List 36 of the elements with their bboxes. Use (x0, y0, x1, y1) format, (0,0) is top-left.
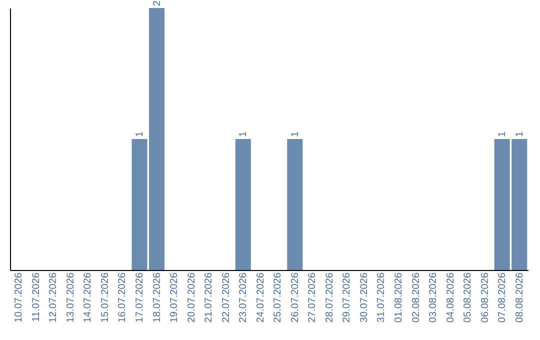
x-tick-label: 25.07.2026 (272, 272, 284, 323)
x-tick-label: 23.07.2026 (238, 272, 250, 323)
x-tick-label: 06.08.2026 (480, 272, 491, 323)
x-tick-label: 29.07.2026 (342, 272, 353, 323)
data-label: 1 (134, 131, 146, 137)
x-tick-label: 10.07.2026 (14, 272, 25, 323)
x-tick-label: 08.08.2026 (514, 272, 526, 323)
x-tick-label: 02.08.2026 (410, 272, 422, 323)
x-tick-label: 20.07.2026 (186, 272, 198, 323)
x-tick-label: 19.07.2026 (169, 272, 180, 323)
x-tick-label: 11.07.2026 (30, 272, 42, 322)
x-tick-label: 21.07.2026 (204, 272, 215, 323)
x-tick-label: 18.07.2026 (152, 272, 163, 323)
data-label: 1 (290, 131, 301, 137)
x-tick-label: 31.07.2026 (376, 272, 388, 323)
x-tick-label: 14.07.2026 (82, 272, 94, 323)
data-label: 1 (497, 131, 508, 137)
x-tick-label: 22.07.2026 (220, 272, 232, 323)
data-label: 1 (238, 131, 250, 137)
x-tick-label: 27.07.2026 (307, 272, 318, 323)
x-tick-label: 01.08.2026 (394, 272, 404, 323)
x-tick-label: 04.08.2026 (445, 272, 456, 323)
x-tick-label: 30.07.2026 (358, 272, 370, 323)
x-tick-label: 13.07.2026 (65, 272, 76, 323)
x-tick-label: 17.07.2026 (134, 272, 146, 323)
data-label: 1 (514, 131, 526, 137)
x-tick-label: 15.07.2026 (100, 272, 111, 323)
x-tick-label: 26.07.2026 (290, 272, 301, 323)
x-tick-label: 05.08.2026 (462, 272, 474, 323)
x-tick-label: 12.07.2026 (48, 272, 60, 323)
x-tick-label: 24.07.2026 (255, 272, 266, 323)
x-tick-label: 16.07.2026 (117, 272, 128, 323)
x-tick-label: 03.08.2026 (428, 272, 440, 323)
x-tick-label: 07.08.2026 (497, 272, 508, 323)
x-tick-label: 28.07.2026 (324, 272, 336, 323)
data-label: 2 (152, 0, 163, 6)
